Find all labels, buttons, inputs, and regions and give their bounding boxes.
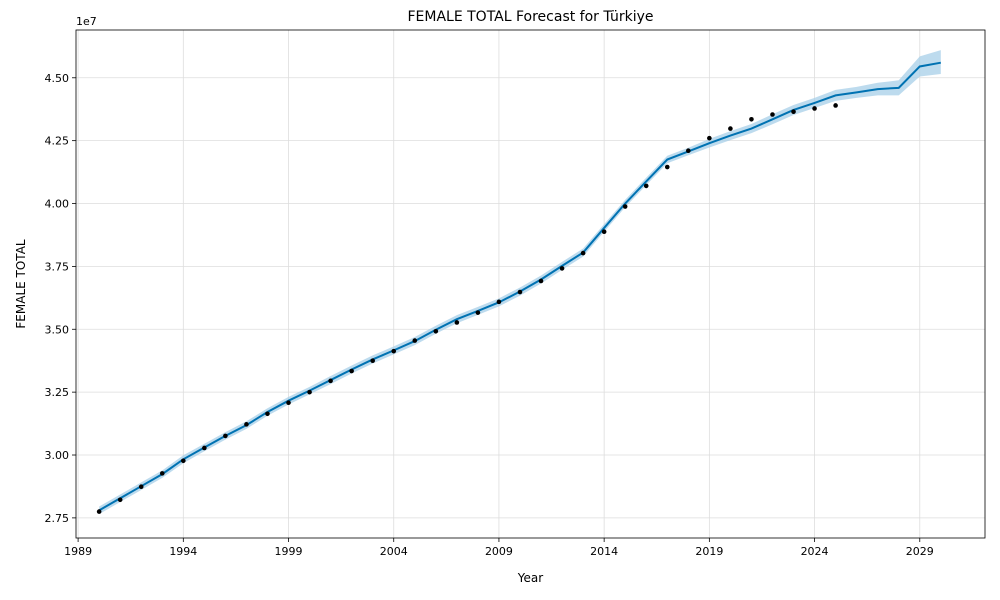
actual-point [833, 103, 838, 108]
actual-point [496, 299, 502, 305]
actual-point [517, 289, 523, 295]
actual-point [117, 497, 123, 503]
y-tick-label: 3.75 [45, 260, 70, 273]
actual-point [475, 310, 481, 315]
x-tick-label: 2009 [485, 545, 513, 558]
plot-frame [75, 29, 986, 539]
y-tick-label: 2.75 [45, 512, 70, 525]
actual-points [96, 103, 838, 514]
actual-point [328, 378, 333, 384]
y-tick-label: 3.25 [45, 386, 70, 399]
actual-point [601, 229, 607, 234]
actual-point [244, 422, 249, 427]
y-tick-label: 4.00 [45, 198, 70, 211]
actual-point [433, 328, 439, 334]
actual-point [643, 183, 649, 189]
actual-point [138, 484, 144, 489]
actual-point [391, 348, 397, 354]
actual-point [686, 148, 691, 154]
y-tick-label: 4.25 [45, 135, 70, 148]
forecast-interval-band [99, 50, 941, 515]
x-axis-label: Year [517, 571, 543, 585]
actual-point [664, 164, 670, 170]
x-tick-label: 2029 [906, 545, 934, 558]
actual-point [791, 109, 796, 115]
y-tick-label: 3.00 [45, 449, 70, 462]
actual-point [159, 471, 165, 476]
actual-point [412, 338, 418, 343]
actual-point [728, 126, 733, 131]
y-axis-ticks: 2.75 3.00 3.25 3.50 3.75 4.00 4.25 4.50 [45, 72, 76, 525]
actual-point [370, 358, 375, 364]
actual-point [812, 106, 817, 111]
x-axis-ticks: 1989 1994 1999 2004 2009 2014 2019 2024 2029 [64, 538, 934, 558]
actual-point [286, 400, 291, 406]
x-tick-label: 2014 [590, 545, 618, 558]
actual-point [181, 458, 186, 464]
chart-title: FEMALE TOTAL Forecast for Türkiye [407, 9, 653, 25]
actual-point [749, 116, 754, 122]
actual-point [559, 266, 565, 271]
x-tick-label: 1999 [275, 545, 303, 558]
x-tick-label: 1989 [64, 545, 92, 558]
actual-point [96, 509, 102, 514]
x-tick-label: 2019 [695, 545, 723, 558]
actual-point [202, 445, 207, 451]
uncertainty-band [99, 50, 941, 515]
x-tick-label: 2024 [801, 545, 829, 558]
actual-point [223, 433, 228, 439]
x-tick-label: 2004 [380, 545, 408, 558]
actual-point [707, 135, 712, 141]
y-offset-text: 1e7 [76, 15, 97, 28]
actual-point [265, 411, 270, 417]
x-tick-label: 1994 [169, 545, 197, 558]
y-tick-label: 4.50 [45, 72, 70, 85]
actual-point [307, 389, 312, 395]
actual-point [770, 112, 775, 117]
actual-point [454, 320, 460, 325]
y-tick-label: 3.50 [45, 323, 70, 336]
actual-point [349, 368, 354, 374]
actual-point [538, 278, 544, 284]
grid-lines [76, 30, 985, 538]
actual-point [622, 204, 628, 209]
actual-point [580, 250, 586, 256]
y-axis-label: FEMALE TOTAL [14, 239, 28, 329]
